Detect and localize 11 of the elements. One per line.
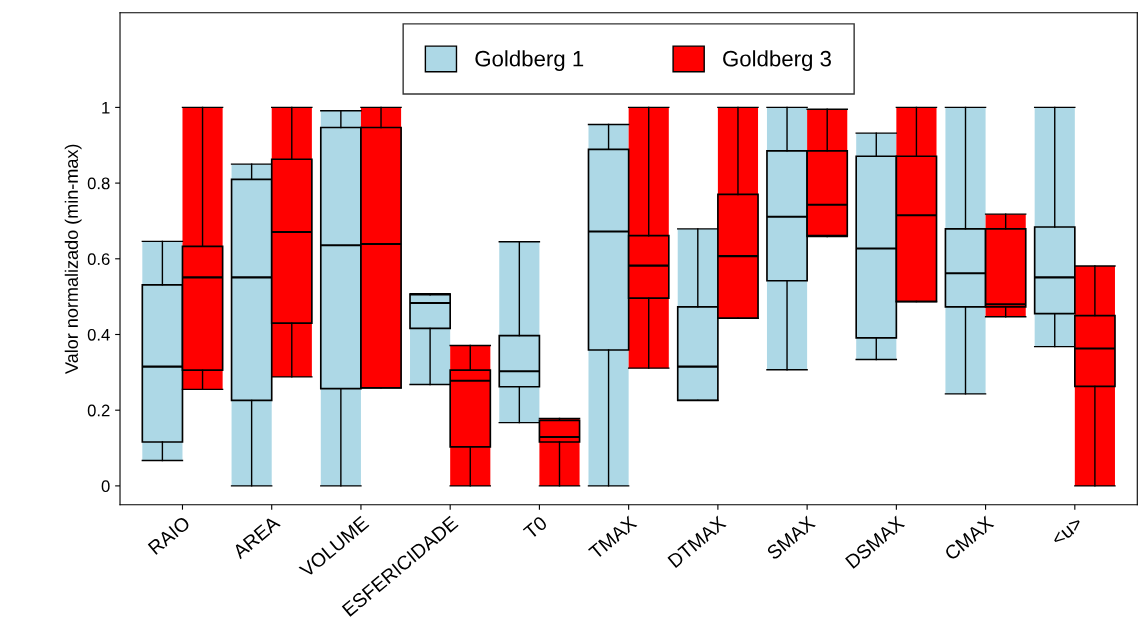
legend-label: Goldberg 3 — [723, 50, 831, 71]
y-tick-label: 0.8 — [87, 177, 110, 190]
y-tick-label: 0.2 — [87, 404, 110, 417]
y-axis-title: Valor normalizado (min-max) — [64, 144, 82, 374]
y-tick-label: 0 — [101, 480, 110, 493]
x-tick-label: <u> — [1051, 517, 1084, 547]
y-tick-label: 0.6 — [87, 253, 110, 265]
y-tick-label: 1 — [102, 101, 110, 114]
x-tick-label: T0 — [522, 515, 549, 540]
y-tick-label: 0.4 — [87, 328, 110, 341]
legend-label: Goldberg 1 — [475, 50, 584, 71]
